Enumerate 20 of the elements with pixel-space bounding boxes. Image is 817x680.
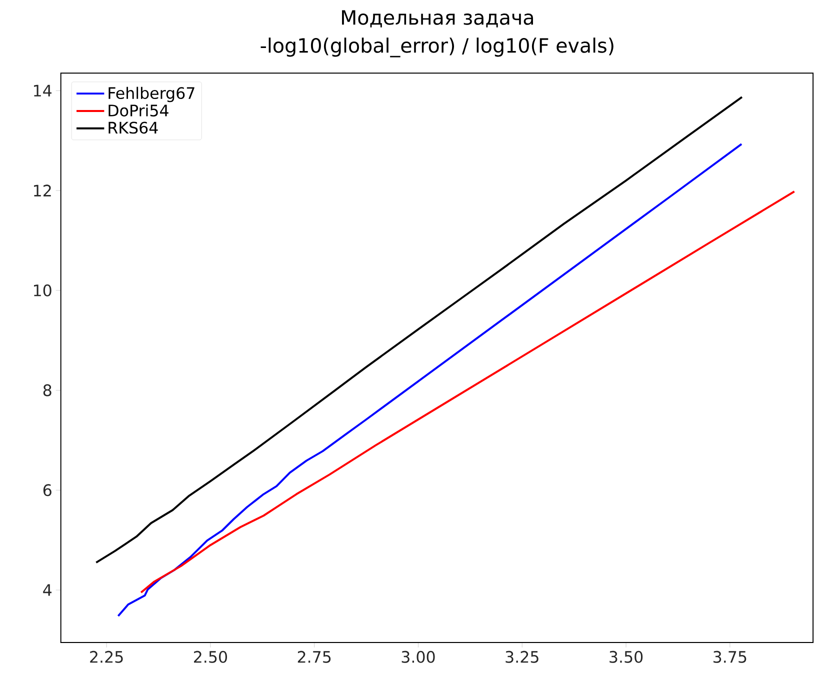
line-series [117, 143, 743, 617]
y-tick-label: 10 [34, 284, 52, 296]
chart-subtitle: -log10(global_error) / log10(F evals) [260, 38, 614, 58]
x-tick-label: 2.25 [90, 650, 123, 663]
y-tick-label: 4 [43, 584, 52, 596]
y-tick-label: 8 [43, 384, 52, 396]
legend-label: RKS64 [108, 122, 158, 134]
line-series [140, 190, 796, 594]
x-tick-label: 2.50 [194, 650, 227, 663]
x-tick-label: 3.25 [506, 650, 538, 663]
x-tick-label: 2.75 [298, 650, 331, 663]
x-tick-label: 3.50 [610, 650, 643, 663]
chart-title: Модельная задача [342, 10, 533, 28]
y-tick-label: 12 [34, 184, 51, 196]
legend-label: Fehlberg67 [108, 86, 194, 102]
y-tick-label: 14 [34, 84, 52, 96]
x-tick-label: 3.75 [714, 650, 746, 663]
y-tick-label: 6 [43, 484, 52, 496]
x-tick-label: 3.00 [402, 650, 435, 663]
legend-label: DoPri54 [108, 104, 168, 116]
